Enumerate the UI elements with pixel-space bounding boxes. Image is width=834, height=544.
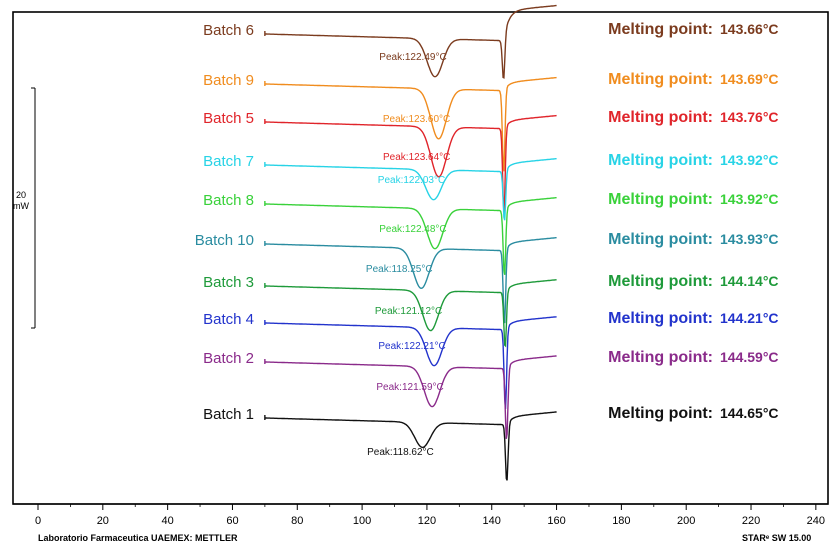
melting-point-value-batch-5: 143.76°C [720,109,779,125]
peak-label-batch-9: Peak:123.60°C [383,114,450,125]
dsc-curves [264,4,557,481]
melting-point-value-batch-1: 144.65°C [720,405,779,421]
peak-label-batch-4: Peak:122.21°C [378,341,445,352]
curve-batch-2 [264,355,557,439]
melting-point-value-batch-8: 143.92°C [720,191,779,207]
batch-label-batch-7: Batch 7 [203,153,254,170]
batch-label-batch-4: Batch 4 [203,311,254,328]
footer-right: STARᵉ SW 15.00 [742,533,811,543]
melting-point-title-batch-9: Melting point: [608,71,713,88]
x-tick-label-180: 180 [612,515,630,527]
x-tick-label-60: 60 [226,515,238,527]
melting-point-title-batch-2: Melting point: [608,349,713,366]
x-tick-label-0: 0 [35,515,41,527]
melting-point-value-batch-9: 143.69°C [720,71,779,87]
x-tick-label-120: 120 [418,515,436,527]
peak-label-batch-3: Peak:121.12°C [375,306,442,317]
peak-label-batch-10: Peak:118.25°C [366,264,433,275]
scale-bar-value: 20 [16,190,26,200]
x-tick-label-20: 20 [97,515,109,527]
batch-label-batch-3: Batch 3 [203,274,254,291]
x-tick-label-40: 40 [162,515,174,527]
batch-label-batch-6: Batch 6 [203,22,254,39]
peak-label-batch-6: Peak:122.49°C [379,52,446,63]
melting-point-value-batch-7: 143.92°C [720,152,779,168]
footer-left: Laboratorio Farmaceutica UAEMEX: METTLER [38,533,238,543]
curve-batch-1 [264,411,557,481]
melting-point-title-batch-1: Melting point: [608,405,713,422]
batch-label-batch-9: Batch 9 [203,72,254,89]
scale-bar: 20 mW [13,87,36,329]
x-axis-ticks: 0 20 40 60 80 100 120 140 160 180 200 220 240 [35,504,825,527]
melting-point-title-batch-8: Melting point: [608,191,713,208]
peak-label-batch-2: Peak:121.59°C [376,382,443,393]
melting-point-value-batch-10: 143.93°C [720,231,779,247]
curve-batch-9 [264,76,557,172]
peak-label-batch-1: Peak:118.62°C [367,447,434,458]
melting-point-value-batch-6: 143.66°C [720,21,779,37]
x-tick-label-200: 200 [677,515,695,527]
curve-batch-4 [264,316,557,410]
melting-point-title-batch-4: Melting point: [608,310,713,327]
curve-batch-7 [264,157,557,221]
x-tick-label-140: 140 [483,515,501,527]
melting-point-value-batch-2: 144.59°C [720,349,779,365]
batch-label-batch-10: Batch 10 [195,232,254,249]
curve-batch-10 [264,236,557,324]
batch-label-batch-2: Batch 2 [203,350,254,367]
curve-batch-5 [264,114,557,213]
melting-point-title-batch-3: Melting point: [608,273,713,290]
curve-batch-3 [264,279,557,348]
batch-label-batch-1: Batch 1 [203,406,254,423]
x-tick-label-100: 100 [353,515,371,527]
x-tick-label-80: 80 [291,515,303,527]
scale-bar-unit: mW [13,201,29,211]
melting-point-title-batch-6: Melting point: [608,21,713,38]
melting-point-value-batch-3: 144.14°C [720,273,779,289]
curve-batch-6 [264,4,557,79]
curve-batch-8 [264,196,557,275]
batch-label-batch-5: Batch 5 [203,110,254,127]
x-tick-label-160: 160 [547,515,565,527]
batch-label-batch-8: Batch 8 [203,192,254,209]
melting-point-value-batch-4: 144.21°C [720,310,779,326]
melting-point-title-batch-5: Melting point: [608,109,713,126]
x-tick-label-220: 220 [742,515,760,527]
peak-label-batch-5: Peak:123.64°C [383,152,450,163]
peak-label-batch-7: Peak:122.03°C [378,175,445,186]
x-tick-label-240: 240 [807,515,825,527]
melting-point-title-batch-10: Melting point: [608,231,713,248]
peak-label-batch-8: Peak:122.48°C [379,224,446,235]
melting-point-title-batch-7: Melting point: [608,152,713,169]
series-labels: Batch 6 Peak:122.49°C Melting point: 143.66… [195,21,779,458]
